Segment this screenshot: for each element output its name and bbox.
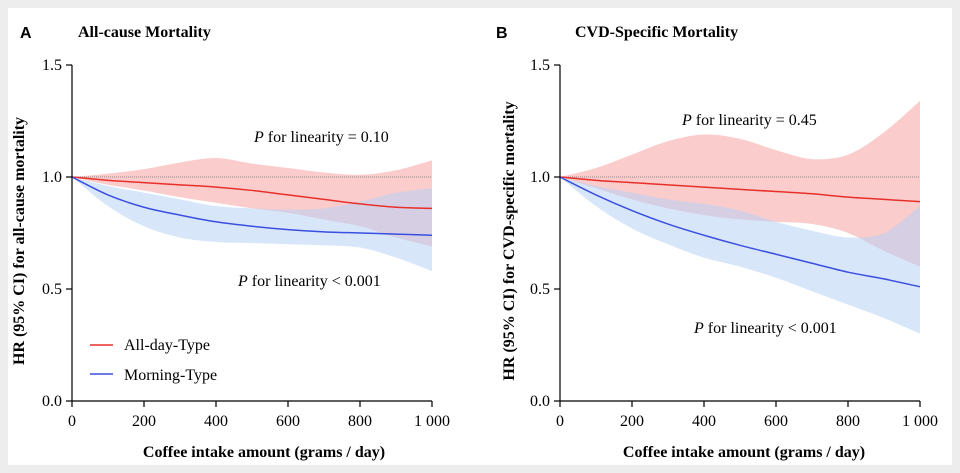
panel-a-line-all-day-type	[71, 176, 433, 210]
panel-b-ci-band-all-day-type	[560, 100, 920, 267]
panel-a-x-tick-label: 1 000	[414, 413, 450, 430]
panel-b-ci-band-morning-type	[560, 177, 920, 334]
panel-b-line-all-day-type	[559, 176, 921, 203]
panel-b-x-tick-label: 800	[836, 413, 860, 430]
chart-canvas: A All-cause Mortality 0.0 0.5 1.0 1.5 0 200 40…	[11, 24, 938, 461]
panel-a-y-tick-label: 1.0	[42, 169, 62, 186]
panel-b-x-tick-label: 1 000	[902, 413, 938, 430]
panel-b-title: CVD-Specific Mortality	[575, 24, 738, 41]
panel-a-x-tick-label: 600	[276, 413, 300, 430]
panel-a-ci-band-all-day-type	[72, 157, 432, 247]
panel-a: A All-cause Mortality 0.0 0.5 1.0 1.5 0 200 40…	[11, 24, 450, 461]
panel-a-x-axis-label: Coffee intake amount (grams / day)	[143, 444, 385, 461]
panel-a-line-morning-type	[71, 176, 433, 236]
panel-a-annotation-morning: P for linearity < 0.001	[237, 273, 381, 290]
panel-b-line-morning-type	[559, 176, 921, 288]
figure-panel-area: A All-cause Mortality 0.0 0.5 1.0 1.5 0 200 40…	[8, 8, 952, 465]
panel-b-y-axis-label: HR (95% CI) for CVD-specific mortality	[501, 101, 518, 380]
panel-b-annotation-morning: P for linearity < 0.001	[693, 320, 837, 337]
panel-a-x-tick-label: 800	[348, 413, 372, 430]
panel-b-x-tick-label: 400	[692, 413, 716, 430]
panel-a-x-tick-label: 400	[204, 413, 228, 430]
panel-b-annotation-all-day: P for linearity = 0.45	[681, 112, 817, 129]
panel-a-y-axis-label: HR (95% CI) for all-cause mortality	[11, 117, 28, 365]
panel-b-x-tick-label: 0	[556, 413, 564, 430]
panel-b-y-tick-label: 0.0	[530, 393, 550, 410]
panel-a-y-tick-label: 1.5	[42, 57, 62, 74]
panel-a-annotation-all-day: P for linearity = 0.10	[253, 129, 389, 146]
panel-a-ci-band-morning-type	[72, 177, 432, 272]
panel-letter-b: B	[496, 25, 508, 42]
legend-label-morning: Morning-Type	[124, 367, 217, 384]
panel-b-x-tick-label: 200	[620, 413, 644, 430]
panel-b: B CVD-Specific Mortality 0.0 0.5 1.0 1.5 0 20…	[496, 24, 938, 461]
panel-a-x-tick-label: 0	[68, 413, 76, 430]
panel-a-title: All-cause Mortality	[78, 24, 211, 41]
panel-b-y-tick-label: 1.5	[530, 57, 550, 74]
panel-b-y-tick-label: 1.0	[530, 169, 550, 186]
panel-a-y-tick-label: 0.5	[42, 281, 62, 298]
panel-a-x-tick-label: 200	[132, 413, 156, 430]
panel-b-x-tick-label: 600	[764, 413, 788, 430]
legend: All-day-Type Morning-Type	[90, 337, 217, 384]
panel-b-x-axis-label: Coffee intake amount (grams / day)	[623, 444, 865, 461]
panel-b-y-tick-label: 0.5	[530, 281, 550, 298]
panel-a-y-tick-label: 0.0	[42, 393, 62, 410]
legend-label-all-day: All-day-Type	[124, 337, 210, 354]
panel-letter-a: A	[20, 25, 32, 42]
